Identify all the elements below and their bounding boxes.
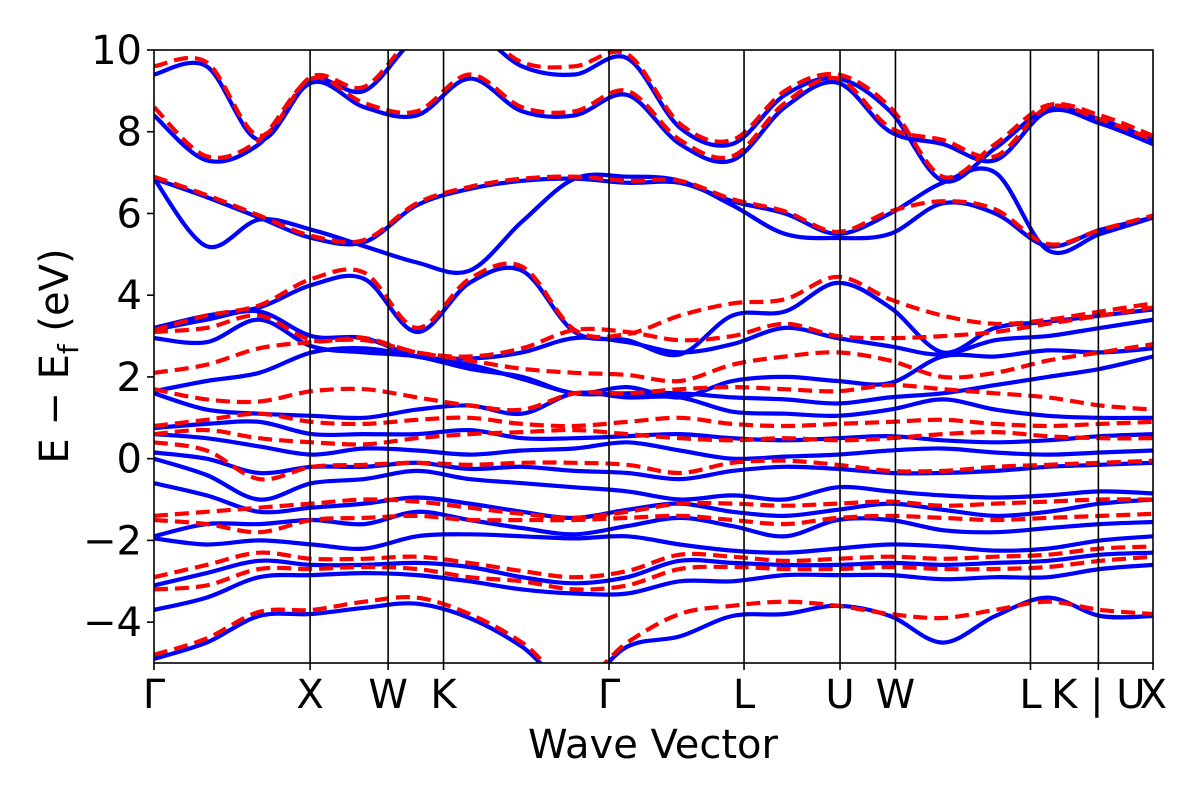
x-tick-label: L <box>1019 672 1042 718</box>
x-tick-label: Γ <box>598 672 621 718</box>
y-tick-label: 2 <box>117 355 142 401</box>
y-axis-label-main: E − E <box>32 354 78 464</box>
x-tick-label: W <box>368 672 408 718</box>
y-axis-label: E − Ef (eV) <box>32 248 85 463</box>
x-tick-label: Γ <box>143 672 166 718</box>
blue-solid-band-5 <box>154 509 1153 539</box>
y-tick-label: 4 <box>117 273 142 319</box>
blue-solid-band-6 <box>154 481 1153 521</box>
y-tick-label: −2 <box>83 518 142 564</box>
red-dashed-band-1 <box>154 595 1153 663</box>
y-tick-label: 0 <box>117 437 142 483</box>
y-axis-label-unit: (eV) <box>32 248 78 344</box>
x-tick-label: X <box>296 672 323 718</box>
x-tick-label: U <box>825 672 854 718</box>
x-axis-label: Wave Vector <box>528 722 779 768</box>
y-tick-label: 8 <box>117 110 142 156</box>
plot-frame <box>153 49 1154 664</box>
bands-layer <box>154 50 1153 663</box>
x-tick-label: X <box>1140 672 1167 718</box>
y-tick-label: −4 <box>83 600 142 646</box>
red-dashed-band-11 <box>154 305 1153 359</box>
x-tick-label: L <box>733 672 756 718</box>
blue-solid-band-7 <box>154 456 1153 502</box>
blue-solid-band-9 <box>154 432 1153 462</box>
y-axis-ticks: −4 −2 0 2 4 6 8 10 <box>83 28 154 646</box>
x-tick-label: K | U <box>1051 672 1145 718</box>
red-dashed-band-12 <box>154 261 1153 340</box>
red-dashed-band-13 <box>154 174 1153 247</box>
blue-solid-band-3 <box>154 550 1153 588</box>
red-dashed-band-2 <box>154 554 1153 592</box>
red-dashed-band-6 <box>154 440 1153 482</box>
x-tick-label: W <box>876 672 916 718</box>
blue-solid-band-11 <box>154 390 1153 421</box>
high-symmetry-lines <box>309 50 1100 663</box>
blue-solid-band-4 <box>154 532 1153 555</box>
y-tick-label: 10 <box>91 28 142 74</box>
blue-solid-band-2 <box>154 562 1153 612</box>
blue-solid-band-10 <box>154 419 1153 445</box>
red-dashed-band-4 <box>154 511 1153 535</box>
red-dashed-band-15 <box>154 50 1153 180</box>
red-dashed-band-9 <box>154 382 1153 413</box>
y-tick-label: 6 <box>117 191 142 237</box>
blue-solid-band-1 <box>154 595 1153 663</box>
red-dashed-band-14 <box>154 72 1153 160</box>
red-dashed-band-10 <box>154 337 1153 384</box>
red-dashed-band-8 <box>154 411 1153 429</box>
red-dashed-band-3 <box>154 544 1153 580</box>
blue-solid-band-17 <box>154 172 1153 275</box>
y-axis-label-subscript: f <box>52 343 85 354</box>
x-tick-label: K <box>430 672 458 718</box>
